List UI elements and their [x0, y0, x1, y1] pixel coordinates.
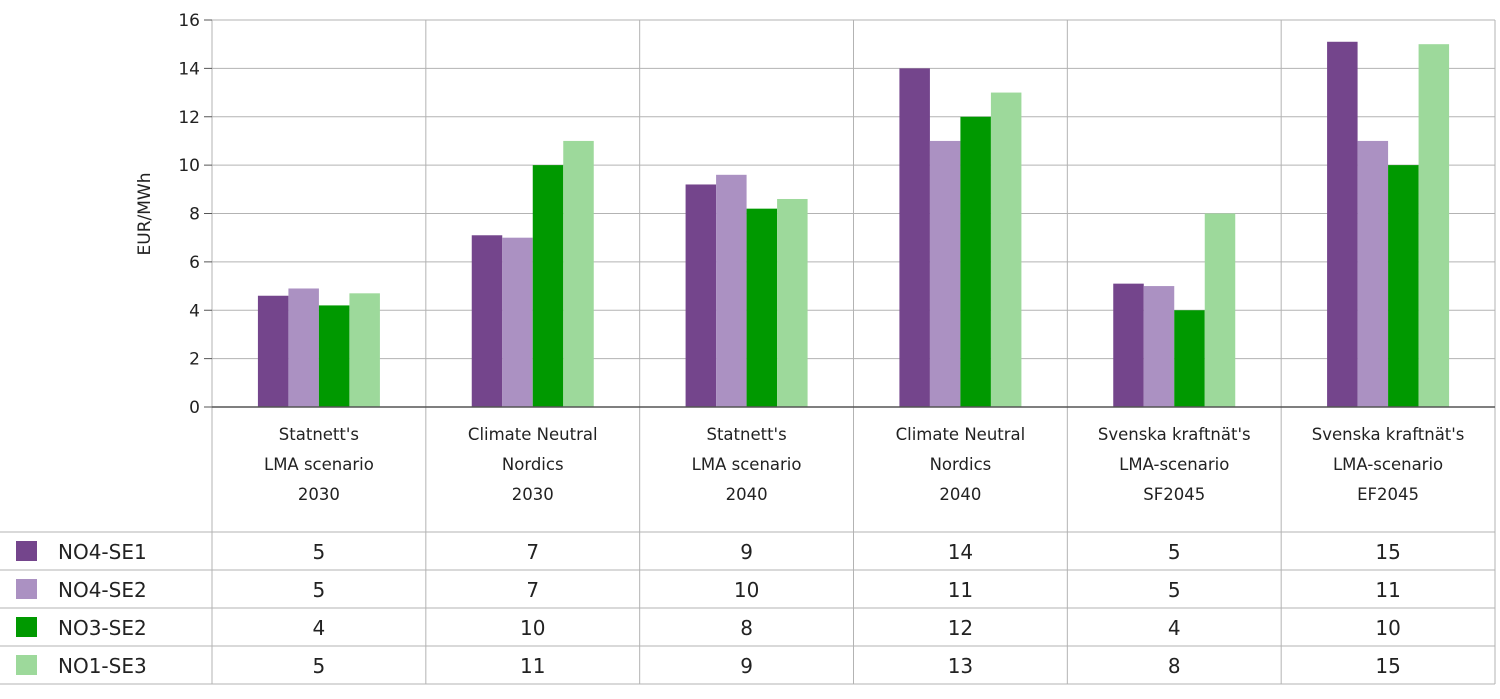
axes	[204, 19, 1495, 408]
bar-no1-se3	[349, 293, 380, 407]
table-cell: 8	[740, 616, 753, 640]
grid-lines	[211, 19, 1496, 684]
category-label: Nordics	[502, 455, 564, 474]
table-cell: 5	[1168, 540, 1181, 564]
bar-no1-se3	[777, 198, 808, 407]
bar-no1-se3	[1204, 213, 1236, 407]
bar-no3-se2	[532, 165, 564, 407]
bar-no4-se2	[502, 237, 533, 407]
table-cell: 8	[1168, 654, 1181, 678]
bar-no3-se2	[746, 208, 778, 407]
category-label: Climate Neutral	[468, 425, 598, 444]
legend-label: NO4-SE2	[58, 578, 147, 602]
table-cell: 4	[313, 616, 326, 640]
data-table: NO4-SE1 5 7 9 14 5 15 NO4-SE2 5 7 10 11 5 11 NO3-SE2 4 1…	[0, 531, 1495, 685]
table-cell: 7	[526, 540, 539, 564]
category-label: EF2045	[1357, 485, 1419, 504]
bar-no3-se2	[318, 305, 350, 407]
bar-no1-se3	[990, 92, 1022, 407]
bar-no4-se2	[716, 174, 747, 407]
table-cell: 9	[740, 654, 753, 678]
category-label: 2030	[298, 485, 340, 504]
category-label: 2040	[939, 485, 981, 504]
table-cell: 10	[1375, 616, 1400, 640]
category-label: Svenska kraftnät's	[1312, 425, 1465, 444]
category-labels: Statnett's LMA scenario 2030 Climate Neutra…	[264, 425, 1464, 504]
table-cell: 7	[526, 578, 539, 602]
y-tick-label: 14	[178, 59, 200, 79]
table-cell: 9	[740, 540, 753, 564]
table-cell: 5	[313, 654, 326, 678]
y-tick-label: 6	[189, 253, 200, 273]
legend-swatch-no1-se3	[16, 655, 37, 675]
y-tick-label: 0	[189, 398, 200, 418]
category-label: Climate Neutral	[896, 425, 1026, 444]
y-tick-label: 10	[178, 156, 200, 176]
table-cell: 11	[520, 654, 545, 678]
table-cell: 5	[313, 540, 326, 564]
bar-no4-se1	[257, 295, 289, 407]
bar-no4-se1	[1113, 283, 1144, 407]
bar-no1-se3	[563, 140, 594, 407]
table-cell: 10	[734, 578, 759, 602]
category-label: Nordics	[930, 455, 992, 474]
category-label: Statnett's	[706, 425, 786, 444]
bar-no3-se2	[960, 116, 991, 407]
table-cell: 5	[313, 578, 326, 602]
bar-no3-se2	[1174, 310, 1205, 407]
bar-no4-se1	[1327, 41, 1358, 408]
bar-no3-se2	[1388, 165, 1419, 407]
legend-label: NO4-SE1	[58, 540, 147, 564]
table-cell: 13	[948, 654, 973, 678]
table-cell: 10	[520, 616, 545, 640]
y-tick-label: 8	[189, 205, 200, 225]
bar-no1-se3	[1418, 44, 1450, 407]
bar-no4-se2	[288, 288, 319, 407]
y-tick-label: 2	[189, 350, 200, 370]
category-label: Statnett's	[279, 425, 359, 444]
legend-swatch-no3-se2	[16, 617, 37, 637]
y-tick-label: 12	[178, 108, 200, 128]
bar-no4-se1	[471, 235, 503, 407]
category-label: 2040	[726, 485, 768, 504]
bar-no4-se1	[685, 184, 717, 407]
legend-swatch-no4-se2	[16, 579, 37, 599]
bar-no4-se2	[1143, 286, 1175, 407]
table-cell: 14	[948, 540, 973, 564]
legend-label: NO1-SE3	[58, 654, 147, 678]
category-label: 2030	[512, 485, 554, 504]
category-label: LMA scenario	[692, 455, 802, 474]
y-axis-label: EUR/MWh	[135, 173, 155, 256]
table-cell: 15	[1375, 654, 1400, 678]
table-cell: 15	[1375, 540, 1400, 564]
category-label: SF2045	[1143, 485, 1205, 504]
table-cell: 5	[1168, 578, 1181, 602]
category-label: Svenska kraftnät's	[1098, 425, 1251, 444]
table-cell: 4	[1168, 616, 1181, 640]
y-tick-label: 16	[178, 11, 200, 31]
table-cell: 11	[1375, 578, 1400, 602]
legend-label: NO3-SE2	[58, 616, 147, 640]
legend-swatch-no4-se1	[16, 541, 37, 561]
y-tick-labels: 0 2 4 6 8 10 12 14 16	[178, 11, 200, 418]
bar-no4-se2	[929, 140, 961, 407]
category-label: LMA scenario	[264, 455, 374, 474]
bar-no4-se1	[899, 68, 930, 407]
bars	[257, 41, 1450, 408]
bar-no4-se2	[1357, 140, 1389, 407]
category-label: LMA-scenario	[1119, 455, 1229, 474]
table-cell: 11	[948, 578, 973, 602]
category-label: LMA-scenario	[1333, 455, 1443, 474]
y-tick-label: 4	[189, 301, 200, 321]
table-cell: 12	[948, 616, 973, 640]
